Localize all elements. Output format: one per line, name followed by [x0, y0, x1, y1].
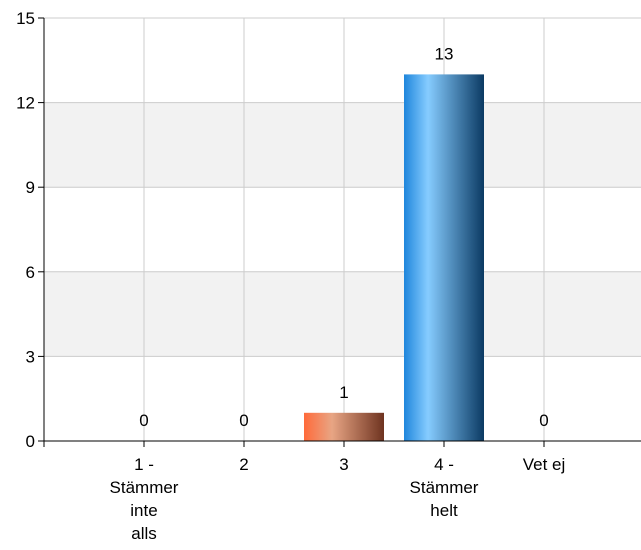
data-labels: 0 0 1 13 0	[139, 44, 548, 430]
y-tick-label: 6	[26, 263, 35, 282]
x-axis-ticks: 1 -Stämmer inte alls 2 3 4 -Stämmer helt Vet ej	[43, 441, 566, 543]
y-axis-ticks: 0 3 6 9 12 15	[16, 9, 44, 451]
data-label: 1	[339, 383, 348, 402]
data-label: 0	[539, 411, 548, 430]
data-label: 13	[435, 44, 454, 63]
y-tick-label: 9	[26, 178, 35, 197]
data-label: 0	[239, 411, 248, 430]
x-tick-label: 1 -Stämmer inte alls	[110, 455, 179, 543]
band	[44, 271, 641, 357]
x-tick-label: 4 -Stämmer helt	[410, 455, 479, 520]
data-label: 0	[139, 411, 148, 430]
bars	[304, 74, 484, 442]
y-tick-label: 12	[16, 94, 35, 113]
band	[44, 102, 641, 188]
bar	[304, 412, 384, 441]
horizontal-gridlines	[44, 17, 641, 357]
bar	[404, 74, 484, 442]
y-tick-label: 3	[26, 347, 35, 366]
axes	[43, 18, 641, 442]
x-tick-label: 2	[239, 455, 248, 474]
x-tick-label: 3	[339, 455, 348, 474]
y-tick-label: 15	[16, 9, 35, 28]
y-tick-label: 0	[26, 432, 35, 451]
x-tick-label: Vet ej	[523, 455, 566, 474]
background-bands	[44, 102, 641, 357]
